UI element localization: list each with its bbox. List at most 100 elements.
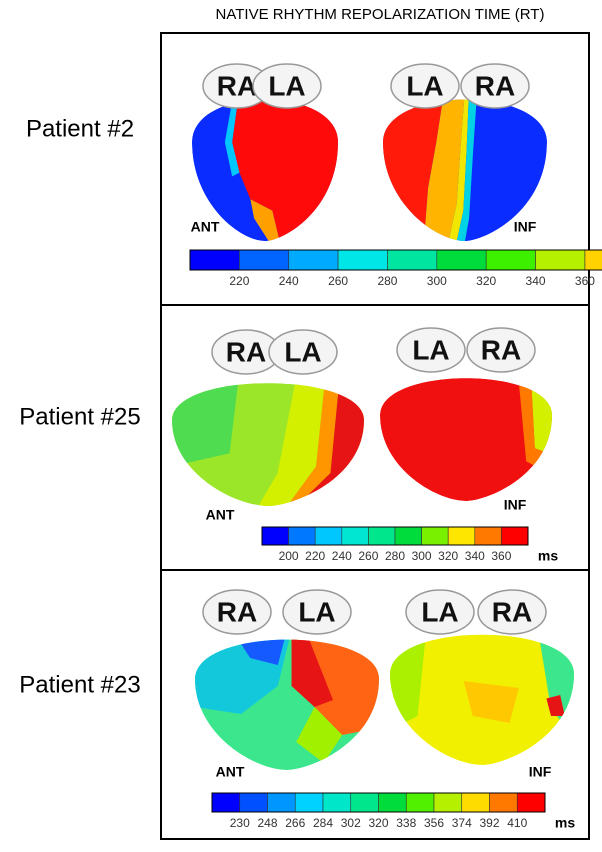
- heart: LA RA: [380, 327, 552, 501]
- view-label: INF: [504, 497, 527, 513]
- colorbar-cell: [516, 792, 546, 813]
- colorbar-cell: [322, 792, 352, 813]
- surface-patch: [231, 639, 287, 665]
- heart-surface: [172, 383, 364, 506]
- colorbar-tick-label: 280: [377, 274, 397, 288]
- heart-surface: [390, 634, 574, 765]
- heart: LA RA: [383, 63, 547, 241]
- colorbar-border: [261, 526, 529, 546]
- heart: RA LA: [172, 329, 364, 506]
- colorbar-cell: [584, 249, 602, 271]
- surface-patch: [463, 681, 519, 723]
- colorbar-cell: [261, 526, 289, 546]
- colorbar-tick-label: 266: [285, 816, 305, 830]
- atrium-label: LA: [298, 596, 335, 627]
- colorbar-cell: [350, 792, 379, 813]
- colorbar-tick-label: 360: [575, 274, 595, 288]
- heart: RA LA: [192, 63, 338, 241]
- colorbar-cell: [294, 792, 324, 813]
- colorbar-tick-label: 320: [368, 816, 388, 830]
- heart-surface: [195, 639, 379, 770]
- colorbar-cell: [436, 249, 487, 271]
- colorbar-tick-label: 410: [507, 816, 527, 830]
- atrium: [252, 63, 322, 109]
- colorbar-tick-label: 340: [465, 549, 485, 563]
- heart-surface: [380, 378, 552, 501]
- colorbar-tick-label: 230: [230, 816, 250, 830]
- colorbar-unit: ms: [555, 815, 575, 831]
- atrium: [405, 589, 475, 635]
- surface-patch: [546, 695, 565, 716]
- atrium: [466, 327, 536, 373]
- atrium: [268, 329, 338, 375]
- colorbar-tick-label: 340: [526, 274, 546, 288]
- surface-patch: [172, 383, 240, 467]
- colorbar-cell: [211, 792, 241, 813]
- surface-patch: [291, 639, 333, 707]
- surface-patch: [258, 383, 326, 506]
- heart: LA RA: [390, 589, 574, 765]
- heart: RA LA: [195, 589, 379, 770]
- view-label: ANT: [191, 219, 220, 235]
- colorbar-cell: [189, 249, 240, 271]
- atrium: [460, 63, 530, 109]
- colorbar-unit: ms: [538, 548, 558, 564]
- view-label: INF: [529, 764, 552, 780]
- view-label: INF: [514, 219, 537, 235]
- atrium-label: RA: [226, 336, 266, 367]
- colorbar-cell: [378, 792, 407, 813]
- atrium-label: LA: [406, 70, 443, 101]
- surface-patch: [224, 99, 240, 177]
- atrium: [282, 589, 352, 635]
- atrium-label: RA: [492, 596, 532, 627]
- colorbar-cell: [474, 526, 502, 546]
- colorbar-cell: [314, 526, 343, 546]
- colorbar-tick-label: 320: [438, 549, 458, 563]
- colorbar-tick-label: 360: [491, 549, 511, 563]
- surface-patch: [296, 707, 343, 763]
- colorbar-cell: [489, 792, 518, 813]
- colorbar-cell: [535, 249, 586, 271]
- surface-patch: [517, 378, 552, 475]
- colorbar-tick-label: 356: [424, 816, 444, 830]
- colorbar-border: [211, 792, 546, 813]
- patient-label: Patient #2: [26, 115, 134, 142]
- atrium-label: LA: [421, 596, 458, 627]
- view-label: ANT: [216, 764, 245, 780]
- colorbar-tick-label: 338: [396, 816, 416, 830]
- surface-patch: [250, 199, 280, 241]
- colorbar-tick-label: 320: [476, 274, 496, 288]
- atrium-label: RA: [217, 596, 257, 627]
- colorbar-tick-label: 248: [257, 816, 277, 830]
- surface-patch: [232, 99, 338, 241]
- colorbar-cell: [337, 249, 388, 271]
- atrium-label: RA: [475, 70, 515, 101]
- colorbar-cell: [421, 526, 449, 546]
- colorbar-cell: [461, 792, 490, 813]
- surface-patch: [456, 99, 478, 241]
- colorbar-cell: [239, 792, 268, 813]
- colorbar-cell: [387, 249, 438, 271]
- atrium: [477, 589, 547, 635]
- colorbar-tick-label: 260: [358, 549, 378, 563]
- figure-title: NATIVE RHYTHM REPOLARIZATION TIME (RT): [216, 6, 545, 23]
- atrium-label: LA: [284, 336, 321, 367]
- heart-surface: [192, 99, 338, 241]
- atrium: [202, 589, 272, 635]
- atrium-label: RA: [217, 70, 257, 101]
- colorbar-cell: [447, 526, 476, 546]
- colorbar-tick-label: 300: [412, 549, 432, 563]
- colorbar-tick-label: 392: [479, 816, 499, 830]
- surface-base: [380, 378, 552, 501]
- view-label: ANT: [206, 507, 235, 523]
- colorbar-cell: [288, 249, 339, 271]
- colorbar-tick-label: 240: [279, 274, 299, 288]
- colorbar-tick-label: 302: [341, 816, 361, 830]
- colorbar-cell: [288, 526, 316, 546]
- patient-label: Patient #23: [19, 671, 140, 698]
- colorbar-cell: [485, 249, 536, 271]
- atrium-label: LA: [412, 334, 449, 365]
- colorbar-cell: [405, 792, 435, 813]
- surface-patch: [287, 383, 340, 506]
